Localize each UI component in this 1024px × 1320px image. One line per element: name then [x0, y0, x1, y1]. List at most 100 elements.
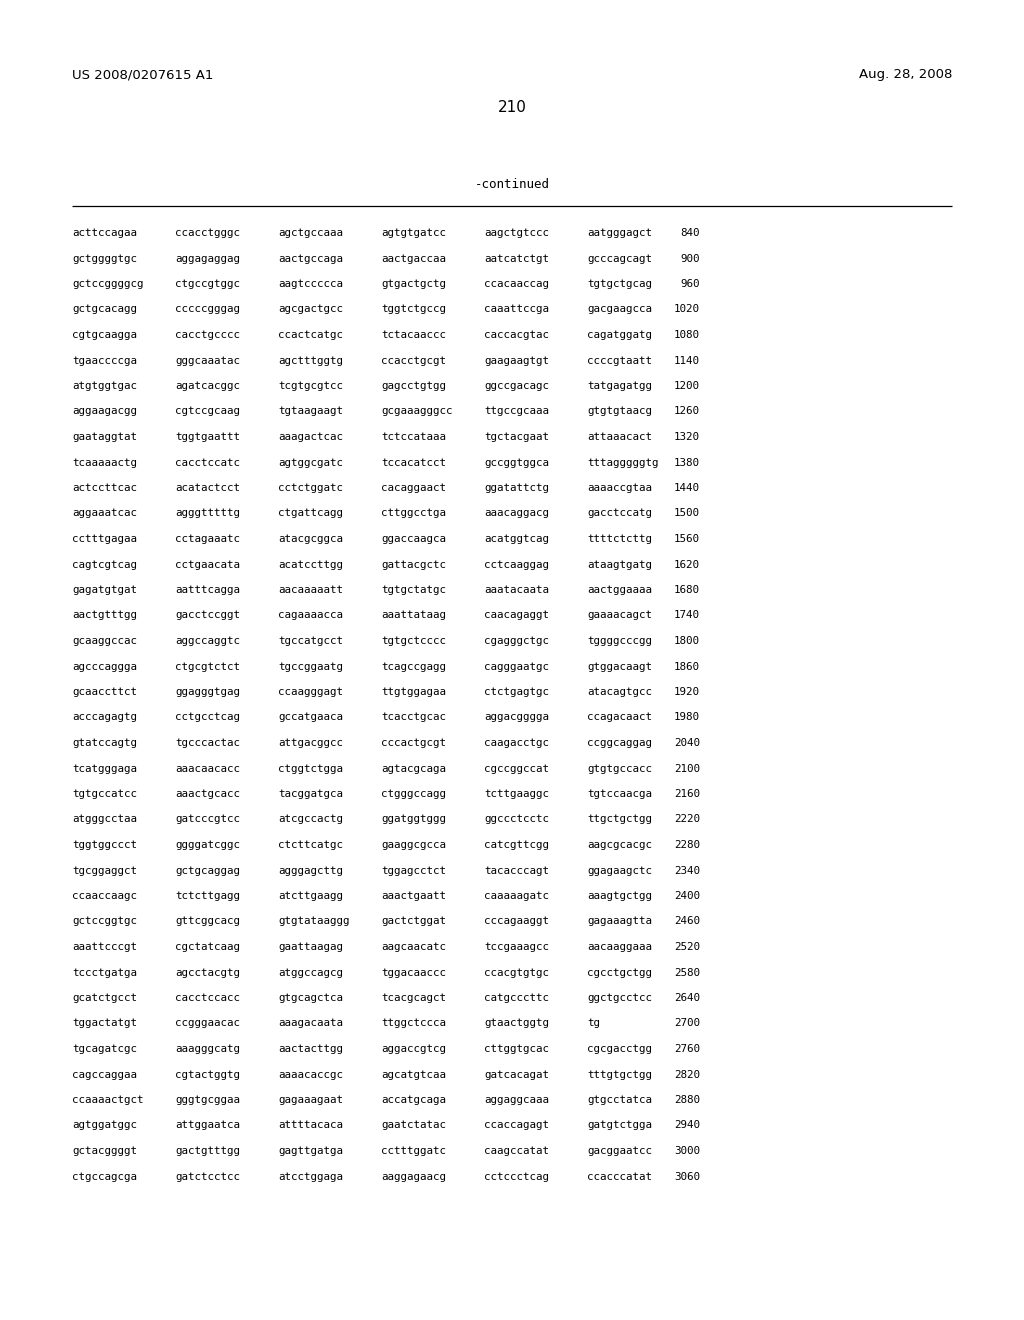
Text: 2520: 2520: [674, 942, 700, 952]
Text: 2220: 2220: [674, 814, 700, 825]
Text: gactgtttgg: gactgtttgg: [175, 1146, 240, 1156]
Text: ggatggtggg: ggatggtggg: [381, 814, 446, 825]
Text: tgtgctgcag: tgtgctgcag: [587, 279, 652, 289]
Text: 840: 840: [681, 228, 700, 238]
Text: agctgccaaa: agctgccaaa: [278, 228, 343, 238]
Text: ccgggaacac: ccgggaacac: [175, 1019, 240, 1028]
Text: caagacctgc: caagacctgc: [484, 738, 549, 748]
Text: cgtccgcaag: cgtccgcaag: [175, 407, 240, 417]
Text: atcgccactg: atcgccactg: [278, 814, 343, 825]
Text: aggaggcaaa: aggaggcaaa: [484, 1096, 549, 1105]
Text: cctttgagaa: cctttgagaa: [72, 535, 137, 544]
Text: agggtttttg: agggtttttg: [175, 508, 240, 519]
Text: atcctggaga: atcctggaga: [278, 1172, 343, 1181]
Text: ccacgtgtgc: ccacgtgtgc: [484, 968, 549, 978]
Text: gctgcacagg: gctgcacagg: [72, 305, 137, 314]
Text: 1860: 1860: [674, 661, 700, 672]
Text: caaaaagatc: caaaaagatc: [484, 891, 549, 902]
Text: agatcacggc: agatcacggc: [175, 381, 240, 391]
Text: ccaccagagt: ccaccagagt: [484, 1121, 549, 1130]
Text: catgcccttc: catgcccttc: [484, 993, 549, 1003]
Text: gaattaagag: gaattaagag: [278, 942, 343, 952]
Text: aagcgcacgc: aagcgcacgc: [587, 840, 652, 850]
Text: gaataggtat: gaataggtat: [72, 432, 137, 442]
Text: gaaggcgcca: gaaggcgcca: [381, 840, 446, 850]
Text: cgagggctgc: cgagggctgc: [484, 636, 549, 645]
Text: ccccgtaatt: ccccgtaatt: [587, 355, 652, 366]
Text: agctttggtg: agctttggtg: [278, 355, 343, 366]
Text: 2700: 2700: [674, 1019, 700, 1028]
Text: gccggtggca: gccggtggca: [484, 458, 549, 467]
Text: agcctacgtg: agcctacgtg: [175, 968, 240, 978]
Text: gtgcagctca: gtgcagctca: [278, 993, 343, 1003]
Text: tacacccagt: tacacccagt: [484, 866, 549, 875]
Text: tgctacgaat: tgctacgaat: [484, 432, 549, 442]
Text: aaaaccgtaa: aaaaccgtaa: [587, 483, 652, 492]
Text: agcgactgcc: agcgactgcc: [278, 305, 343, 314]
Text: aagcaacatc: aagcaacatc: [381, 942, 446, 952]
Text: 1620: 1620: [674, 560, 700, 569]
Text: gctccggtgc: gctccggtgc: [72, 916, 137, 927]
Text: ccacccatat: ccacccatat: [587, 1172, 652, 1181]
Text: ccactcatgc: ccactcatgc: [278, 330, 343, 341]
Text: tacggatgca: tacggatgca: [278, 789, 343, 799]
Text: aaactgaatt: aaactgaatt: [381, 891, 446, 902]
Text: gttcggcacg: gttcggcacg: [175, 916, 240, 927]
Text: ctgccgtggc: ctgccgtggc: [175, 279, 240, 289]
Text: agtggatggc: agtggatggc: [72, 1121, 137, 1130]
Text: atcttgaagg: atcttgaagg: [278, 891, 343, 902]
Text: tctacaaccc: tctacaaccc: [381, 330, 446, 341]
Text: cccccgggag: cccccgggag: [175, 305, 240, 314]
Text: -continued: -continued: [474, 178, 550, 191]
Text: 1800: 1800: [674, 636, 700, 645]
Text: atgtggtgac: atgtggtgac: [72, 381, 137, 391]
Text: gctgcaggag: gctgcaggag: [175, 866, 240, 875]
Text: tgcccactac: tgcccactac: [175, 738, 240, 748]
Text: agtacgcaga: agtacgcaga: [381, 763, 446, 774]
Text: tgtccaacga: tgtccaacga: [587, 789, 652, 799]
Text: tgtgctcccc: tgtgctcccc: [381, 636, 446, 645]
Text: aggagaggag: aggagaggag: [175, 253, 240, 264]
Text: aactgaccaa: aactgaccaa: [381, 253, 446, 264]
Text: ccacctgggc: ccacctgggc: [175, 228, 240, 238]
Text: gcgaaagggcc: gcgaaagggcc: [381, 407, 453, 417]
Text: gacctccggt: gacctccggt: [175, 610, 240, 620]
Text: 1920: 1920: [674, 686, 700, 697]
Text: ggatattctg: ggatattctg: [484, 483, 549, 492]
Text: 2820: 2820: [674, 1069, 700, 1080]
Text: tctccataaa: tctccataaa: [381, 432, 446, 442]
Text: gagaaagaat: gagaaagaat: [278, 1096, 343, 1105]
Text: gtggacaagt: gtggacaagt: [587, 661, 652, 672]
Text: ggggatcggc: ggggatcggc: [175, 840, 240, 850]
Text: ggccgacagc: ggccgacagc: [484, 381, 549, 391]
Text: 1080: 1080: [674, 330, 700, 341]
Text: catcgttcgg: catcgttcgg: [484, 840, 549, 850]
Text: ccacaaccag: ccacaaccag: [484, 279, 549, 289]
Text: tccctgatga: tccctgatga: [72, 968, 137, 978]
Text: caacagaggt: caacagaggt: [484, 610, 549, 620]
Text: aaaacaccgc: aaaacaccgc: [278, 1069, 343, 1080]
Text: 2400: 2400: [674, 891, 700, 902]
Text: aaacaggacg: aaacaggacg: [484, 508, 549, 519]
Text: tgccatgcct: tgccatgcct: [278, 636, 343, 645]
Text: gcatctgcct: gcatctgcct: [72, 993, 137, 1003]
Text: cttggcctga: cttggcctga: [381, 508, 446, 519]
Text: cagaaaacca: cagaaaacca: [278, 610, 343, 620]
Text: tttagggggtg: tttagggggtg: [587, 458, 658, 467]
Text: cttggtgcac: cttggtgcac: [484, 1044, 549, 1053]
Text: 3060: 3060: [674, 1172, 700, 1181]
Text: ccaaaactgct: ccaaaactgct: [72, 1096, 143, 1105]
Text: 1440: 1440: [674, 483, 700, 492]
Text: aacaaaaatt: aacaaaaatt: [278, 585, 343, 595]
Text: ccaagggagt: ccaagggagt: [278, 686, 343, 697]
Text: aactggaaaa: aactggaaaa: [587, 585, 652, 595]
Text: tcacctgcac: tcacctgcac: [381, 713, 446, 722]
Text: attgacggcc: attgacggcc: [278, 738, 343, 748]
Text: gcccagcagt: gcccagcagt: [587, 253, 652, 264]
Text: 1200: 1200: [674, 381, 700, 391]
Text: accatgcaga: accatgcaga: [381, 1096, 446, 1105]
Text: cagatggatg: cagatggatg: [587, 330, 652, 341]
Text: cagccaggaa: cagccaggaa: [72, 1069, 137, 1080]
Text: agcatgtcaa: agcatgtcaa: [381, 1069, 446, 1080]
Text: gagttgatga: gagttgatga: [278, 1146, 343, 1156]
